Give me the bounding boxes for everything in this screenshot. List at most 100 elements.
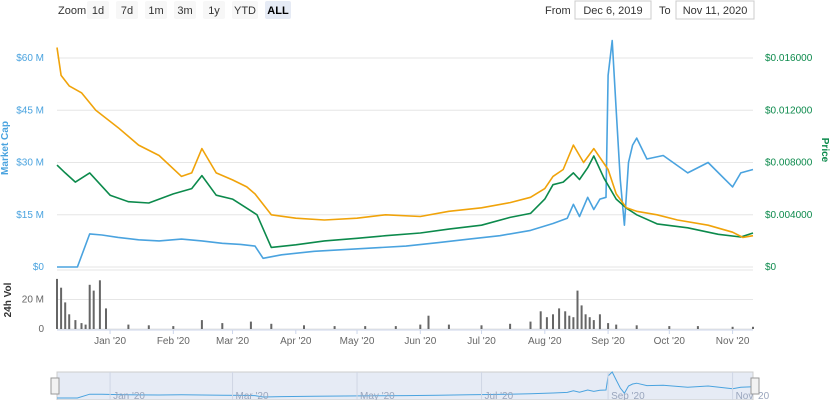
navigator[interactable]: Jan '20 Mar '20 May '20 Jul '20 Sep '20 Nov '…: [50, 371, 770, 400]
volume-axis-title: 24h Vol: [3, 282, 14, 317]
market-cap-axis-ticks: $0 $15 M $30 M $45 M $60 M: [16, 53, 44, 273]
volume-bar: [480, 325, 483, 329]
navigator-right-handle[interactable]: [750, 377, 760, 395]
from-date-input[interactable]: Dec 6, 2019: [574, 0, 652, 20]
volume-bar: [564, 311, 567, 329]
zoom-toolbar: Zoom 1d 7d 1m 3m 1y YTD ALL From Dec 6, 2019 T…: [58, 0, 755, 20]
navigator-tick-label: Mar '20: [236, 391, 269, 400]
range-button-all[interactable]: ALL: [265, 1, 291, 19]
volume-bar: [84, 324, 87, 329]
navigator-tick-label: Jul '20: [485, 391, 514, 400]
navigator-series-line: [57, 371, 754, 399]
range-button-label[interactable]: 3m: [177, 5, 192, 17]
volume-bar: [364, 326, 367, 329]
volume-bar: [394, 326, 397, 329]
x-axis-ticks: Jan '20 Feb '20 Mar '20 Apr '20 May '20 Jun '…: [94, 330, 750, 347]
range-button-bg[interactable]: [203, 1, 225, 19]
price-tick-label: $0: [765, 262, 777, 273]
price-tick-label: $0.004000: [765, 210, 813, 221]
market-cap-tick-label: $0: [33, 262, 45, 273]
navigator-left-handle[interactable]: [50, 377, 60, 395]
volume-bar: [172, 326, 175, 329]
navigator-ticks: Jan '20 Mar '20 May '20 Jul '20 Sep '20 Nov '…: [109, 372, 770, 400]
x-tick-label: Jun '20: [404, 336, 436, 347]
volume-bar: [509, 323, 512, 329]
volume-bar: [56, 278, 58, 329]
range-button-1m[interactable]: 1m: [145, 1, 167, 19]
volume-bar: [74, 320, 77, 329]
volume-bar: [668, 326, 671, 329]
volume-bar: [333, 326, 336, 329]
x-tick-label: Aug '20: [528, 336, 562, 347]
x-tick-label: Oct '20: [654, 336, 686, 347]
volume-bar: [529, 321, 532, 329]
range-button-bg[interactable]: [116, 1, 138, 19]
range-button-3m[interactable]: 3m: [174, 1, 196, 19]
x-tick-label: Jul '20: [467, 336, 496, 347]
x-tick-label: May '20: [340, 336, 375, 347]
price-axis-title: Price: [819, 138, 830, 163]
range-button-1y[interactable]: 1y: [203, 1, 225, 19]
volume-bar: [607, 323, 610, 329]
main-gridlines: [57, 57, 753, 268]
volume-bar: [221, 323, 224, 329]
range-button-1d[interactable]: 1d: [87, 1, 109, 19]
market-cap-tick-label: $60 M: [16, 53, 44, 64]
volume-bar: [598, 314, 601, 330]
volume-bar: [545, 317, 548, 329]
volume-axis-ticks: 0 20 M: [22, 295, 45, 336]
price-axis-ticks: $0 $0.004000 $0.008000 $0.012000 $0.016000: [765, 53, 813, 273]
range-button-bg[interactable]: [145, 1, 167, 19]
range-button-7d[interactable]: 7d: [116, 1, 138, 19]
volume-bar: [588, 317, 591, 329]
volume-bar: [558, 308, 561, 329]
price-tick-label: $0.012000: [765, 105, 813, 116]
series-lines: [56, 39, 754, 268]
market-cap-series-line: [57, 39, 754, 268]
volume-bar: [60, 287, 63, 329]
volume-bar: [580, 305, 583, 329]
navigator-tick-label: May '20: [360, 391, 395, 400]
market-cap-tick-label: $15 M: [16, 210, 44, 221]
range-button-label[interactable]: 7d: [121, 5, 133, 17]
price-series-line: [56, 155, 754, 249]
to-date-input[interactable]: Nov 11, 2020: [675, 0, 755, 20]
volume-bar: [419, 324, 422, 329]
volume-tick-label: 0: [38, 324, 44, 335]
range-button-bg[interactable]: [232, 1, 258, 19]
to-date-value[interactable]: Nov 11, 2020: [683, 5, 748, 17]
volume-bar: [68, 314, 71, 330]
from-date-box[interactable]: [574, 0, 652, 20]
from-date-value[interactable]: Dec 6, 2019: [583, 5, 642, 17]
range-button-bg[interactable]: [87, 1, 109, 19]
market-cap-axis-title: Market Cap: [0, 121, 11, 175]
range-button-label[interactable]: 1m: [148, 5, 163, 17]
to-date-box[interactable]: [675, 0, 755, 20]
volume-bar: [572, 317, 575, 329]
volume-bar: [576, 290, 579, 329]
range-button-label[interactable]: 1y: [208, 5, 220, 17]
volume-bar: [249, 321, 252, 329]
volume-bar: [635, 325, 638, 329]
x-tick-label: Nov '20: [716, 336, 750, 347]
volume-bar: [105, 308, 107, 329]
volume-bar: [592, 320, 595, 329]
range-button-ytd[interactable]: YTD: [232, 1, 258, 19]
range-button-bg[interactable]: [265, 1, 291, 19]
range-button-label[interactable]: YTD: [234, 5, 256, 17]
range-button-bg[interactable]: [174, 1, 196, 19]
range-button-label[interactable]: 1d: [92, 5, 104, 17]
volume-bar: [88, 284, 91, 330]
price-tick-label: $0.016000: [765, 53, 813, 64]
volume-bar: [64, 302, 67, 329]
range-button-label[interactable]: ALL: [267, 5, 289, 17]
volume-bar: [696, 326, 699, 329]
market-cap-tick-label: $45 M: [16, 105, 44, 116]
volume-bar: [552, 314, 554, 330]
price-tick-label: $0.008000: [765, 158, 813, 169]
range-buttons: 1d 7d 1m 3m 1y YTD ALL: [87, 1, 291, 19]
volume-bar: [752, 326, 754, 329]
zoom-label: Zoom: [58, 5, 86, 17]
